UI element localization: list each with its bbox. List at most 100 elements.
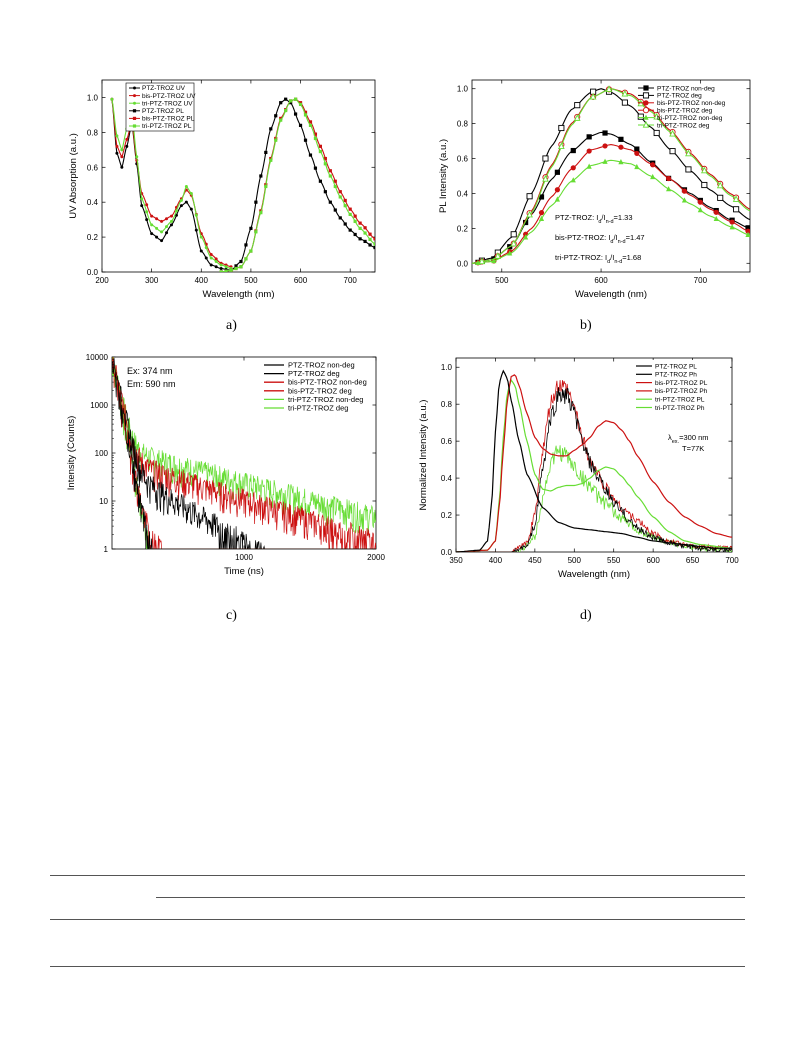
x-tick-label: 2000 [367, 553, 385, 562]
data-point [333, 179, 337, 183]
data-point [303, 138, 308, 142]
data-point [179, 204, 183, 208]
data-point [165, 225, 169, 229]
data-point [697, 207, 703, 213]
series-line-4 [456, 378, 732, 552]
data-point [298, 101, 303, 105]
y-tick-label: 0.8 [441, 400, 453, 409]
data-point [586, 163, 592, 169]
legend-label: bis-PTZ-TROZ deg [657, 108, 713, 115]
data-point [681, 188, 688, 194]
data-point [573, 114, 581, 121]
data-point [279, 116, 283, 120]
legend-label: tri-PTZ-TROZ PL [142, 123, 192, 130]
data-point [323, 156, 327, 161]
data-point [665, 175, 672, 182]
data-point [254, 200, 258, 204]
data-point [338, 190, 342, 194]
data-point [259, 211, 263, 215]
y-axis-label: Normalized Intensity (a.u.) [418, 400, 429, 511]
data-point [523, 234, 529, 240]
data-point [160, 219, 164, 223]
annotation-part: n-d [614, 259, 622, 265]
data-point [333, 184, 337, 189]
y-tick-label: 1.0 [441, 363, 453, 372]
data-point [523, 219, 529, 226]
data-point [224, 269, 228, 272]
legend-marker [642, 120, 650, 128]
data-point [145, 203, 149, 207]
data-point [716, 181, 724, 189]
annotation-part: d [607, 259, 610, 265]
data-point [358, 237, 362, 241]
data-point [169, 219, 173, 223]
data-point [602, 130, 608, 136]
data-point [274, 114, 278, 118]
data-point [373, 245, 375, 250]
data-point [155, 235, 159, 239]
data-point [120, 155, 124, 159]
y-tick-label: 10 [99, 497, 108, 506]
data-point [110, 97, 114, 101]
data-point [605, 85, 613, 92]
caption-a: a) [226, 318, 237, 333]
legend-label: bis-PTZ-TROZ non-deg [288, 378, 367, 387]
x-tick-label: 600 [646, 556, 660, 565]
data-point [169, 214, 173, 218]
y-tick-label: 0.8 [87, 128, 99, 137]
caption-d: d) [580, 608, 592, 623]
data-point [665, 186, 672, 192]
data-point [219, 267, 223, 271]
table-top-rule [50, 875, 745, 876]
data-point [318, 144, 322, 148]
data-point [145, 218, 149, 222]
data-point [538, 194, 545, 200]
chart-panel-d: 350 400 450 500 550 600 650 700 0.0 0.2 0.4 0.6 0.8 1… [412, 350, 752, 590]
data-point [602, 158, 608, 164]
annotation-temperature: T=77K [682, 444, 704, 453]
data-point [229, 268, 233, 272]
annotation-sub: ex. [672, 439, 680, 445]
data-point [602, 143, 608, 149]
data-point [634, 150, 640, 157]
data-point [259, 174, 263, 178]
data-point [284, 97, 288, 101]
data-point [269, 156, 273, 161]
data-point [637, 113, 644, 120]
x-axis-label: Time (ns) [224, 566, 264, 577]
y-tick-label: 1 [104, 545, 109, 554]
y-tick-label: 0.6 [87, 163, 99, 172]
data-point [298, 102, 303, 107]
legend-label: PTZ-TROZ deg [657, 93, 702, 100]
annotation-part: d [610, 239, 613, 245]
legend-marker [642, 107, 650, 114]
data-point [328, 169, 332, 173]
data-point [526, 210, 533, 218]
x-tick-label: 200 [95, 276, 109, 285]
data-point [289, 101, 293, 105]
data-point [353, 219, 357, 223]
data-point [115, 144, 119, 148]
data-point [125, 144, 129, 148]
legend-marker [133, 86, 136, 90]
data-point [184, 200, 188, 204]
data-point [214, 260, 218, 264]
series-line-1 [456, 387, 732, 552]
data-point [685, 149, 692, 157]
data-point [179, 198, 183, 202]
data-point [542, 174, 549, 182]
data-point [318, 149, 322, 154]
x-axis-label: Wavelength (nm) [203, 289, 275, 300]
data-point [669, 129, 676, 137]
data-point [194, 213, 198, 217]
y-tick-label: 0.2 [441, 511, 453, 520]
y-tick-label: 1000 [90, 401, 108, 410]
legend-bg [634, 360, 730, 416]
data-point [279, 101, 283, 105]
data-point [209, 263, 213, 267]
data-point [745, 228, 750, 234]
data-point [650, 173, 656, 180]
data-point [358, 221, 362, 225]
data-point [234, 266, 238, 271]
data-point [634, 146, 640, 152]
